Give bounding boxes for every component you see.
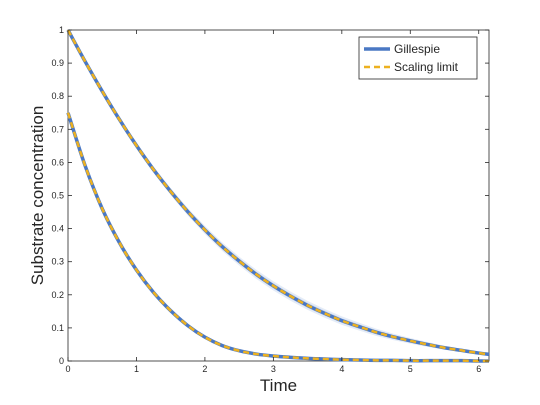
- legend-label-gillespie: Gillespie: [394, 42, 440, 56]
- series-line: [66, 29, 490, 356]
- y-tick-label: 0.5: [51, 191, 64, 201]
- y-axis-title: Substrate concentration: [28, 106, 47, 286]
- y-tick-label: 0.7: [51, 124, 64, 134]
- x-tick-label: 3: [271, 364, 276, 374]
- x-axis-title: Time: [260, 376, 297, 395]
- y-tick-label: 1: [59, 25, 64, 35]
- x-tick-label: 0: [65, 364, 70, 374]
- legend: Gillespie Scaling limit: [358, 36, 478, 80]
- plot-frame: [67, 29, 490, 362]
- x-tick-label: 5: [408, 364, 413, 374]
- ticks-layer: 0 1 2 3 4 5 6 0 0.1 0.2 0.3 0.4 0.5 0.6 0.7 0.8 0.9 1: [51, 25, 489, 374]
- plot-area: 0 1 2 3 4 5 6 0 0.1 0.2 0.3 0.4 0.5 0.6 0.7 0.8 0.9 1: [51, 25, 490, 374]
- series-line: [66, 112, 490, 363]
- y-tick-label: 0.4: [51, 224, 64, 234]
- y-tick-label: 0.2: [51, 290, 64, 300]
- y-tick-label: 0.8: [51, 91, 64, 101]
- legend-box: [358, 36, 478, 80]
- legend-label-scaling-limit: Scaling limit: [394, 60, 459, 74]
- series-scaling-limit: [66, 29, 490, 363]
- y-tick-label: 0: [59, 356, 64, 366]
- y-tick-label: 0.1: [51, 323, 64, 333]
- x-tick-label: 4: [339, 364, 344, 374]
- x-tick-label: 6: [476, 364, 481, 374]
- series-layer: [66, 29, 490, 363]
- y-tick-label: 0.6: [51, 157, 64, 167]
- x-tick-label: 1: [134, 364, 139, 374]
- y-tick-label: 0.9: [51, 58, 64, 68]
- y-tick-label: 0.3: [51, 257, 64, 267]
- x-tick-label: 2: [202, 364, 207, 374]
